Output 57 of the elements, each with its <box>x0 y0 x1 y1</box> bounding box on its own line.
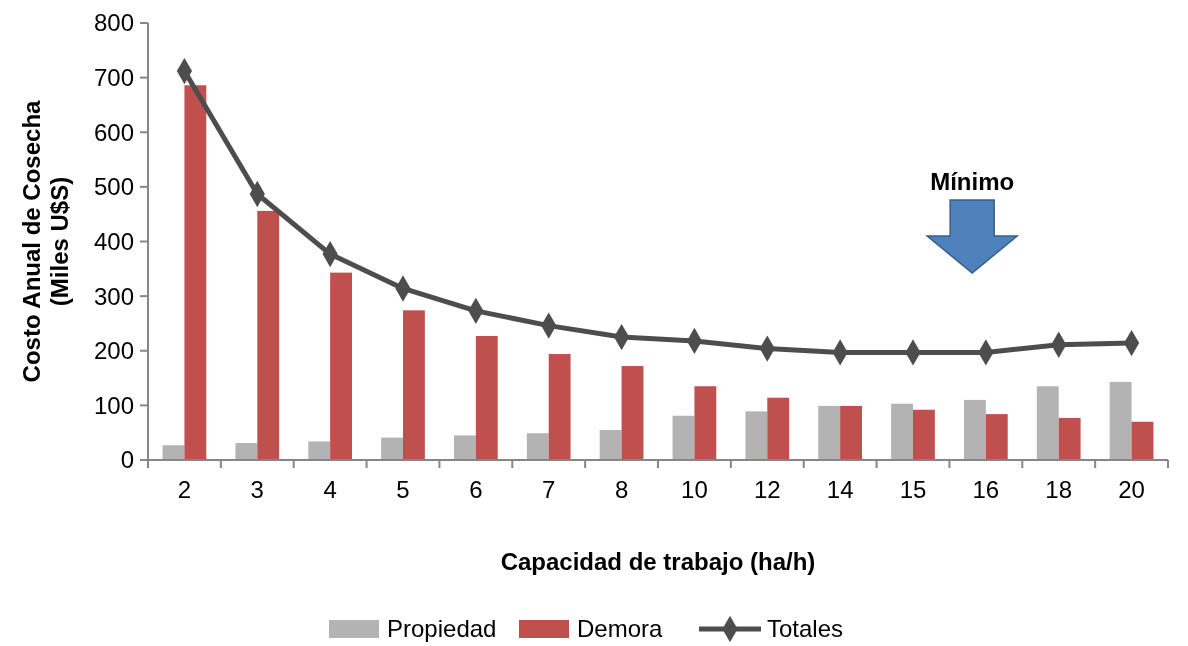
bar <box>1131 421 1154 460</box>
y-tick-label: 300 <box>93 282 134 310</box>
bar <box>162 445 185 460</box>
bar <box>454 435 476 460</box>
bar <box>381 437 403 460</box>
x-tick-label: 3 <box>250 476 264 503</box>
y-tick-label: 500 <box>93 173 134 201</box>
x-tick-label: 8 <box>614 476 629 503</box>
bar <box>599 429 622 460</box>
bar <box>985 414 1008 460</box>
bar <box>1036 386 1059 460</box>
legend-label: Propiedad <box>387 615 497 643</box>
x-tick-label: 4 <box>323 476 337 503</box>
bar <box>235 443 258 460</box>
x-tick-label: 20 <box>1118 476 1145 503</box>
bar <box>548 354 571 460</box>
x-tick-label: 14 <box>826 476 854 503</box>
y-tick-label: 200 <box>93 337 134 365</box>
x-tick-label: 10 <box>681 476 708 503</box>
x-tick-label: 7 <box>542 476 556 503</box>
legend-label: Totales <box>767 615 844 643</box>
x-tick-label: 6 <box>469 476 483 503</box>
bar <box>526 433 549 460</box>
legend-label: Demora <box>577 615 664 643</box>
x-tick-label: 16 <box>972 476 1000 503</box>
x-tick-label: 18 <box>1045 476 1073 503</box>
bar <box>330 272 352 460</box>
bar <box>475 336 498 460</box>
bar <box>964 399 986 460</box>
y-tick-label: 600 <box>93 118 134 146</box>
bar <box>621 366 644 460</box>
y-tick-label: 400 <box>93 227 134 255</box>
bar <box>308 441 331 460</box>
x-tick-label: 12 <box>753 476 781 503</box>
bar <box>1058 417 1081 460</box>
y-tick-label: 0 <box>120 446 134 474</box>
annotation: Mínimo <box>930 168 1015 195</box>
bar <box>1109 381 1132 460</box>
y-axis-title: Costo Anual de Cosecha (Miles U$S) <box>18 99 73 383</box>
y-tick-label: 100 <box>93 391 134 419</box>
bar <box>767 397 790 460</box>
bar <box>913 409 935 460</box>
bar <box>891 403 913 460</box>
bar <box>184 85 207 460</box>
bar <box>745 411 768 460</box>
x-tick-label: 2 <box>177 476 192 503</box>
bar <box>694 386 717 460</box>
bar <box>840 405 862 460</box>
bar <box>818 405 841 460</box>
y-tick-label: 800 <box>93 9 134 37</box>
y-tick-label: 700 <box>93 64 134 92</box>
x-tick-label: 15 <box>899 476 927 503</box>
bar <box>403 310 425 460</box>
x-tick-label: 5 <box>396 476 410 503</box>
bar <box>257 210 280 460</box>
bar <box>672 415 695 460</box>
x-axis-title: Capacidad de trabajo (ha/h) <box>500 548 816 575</box>
